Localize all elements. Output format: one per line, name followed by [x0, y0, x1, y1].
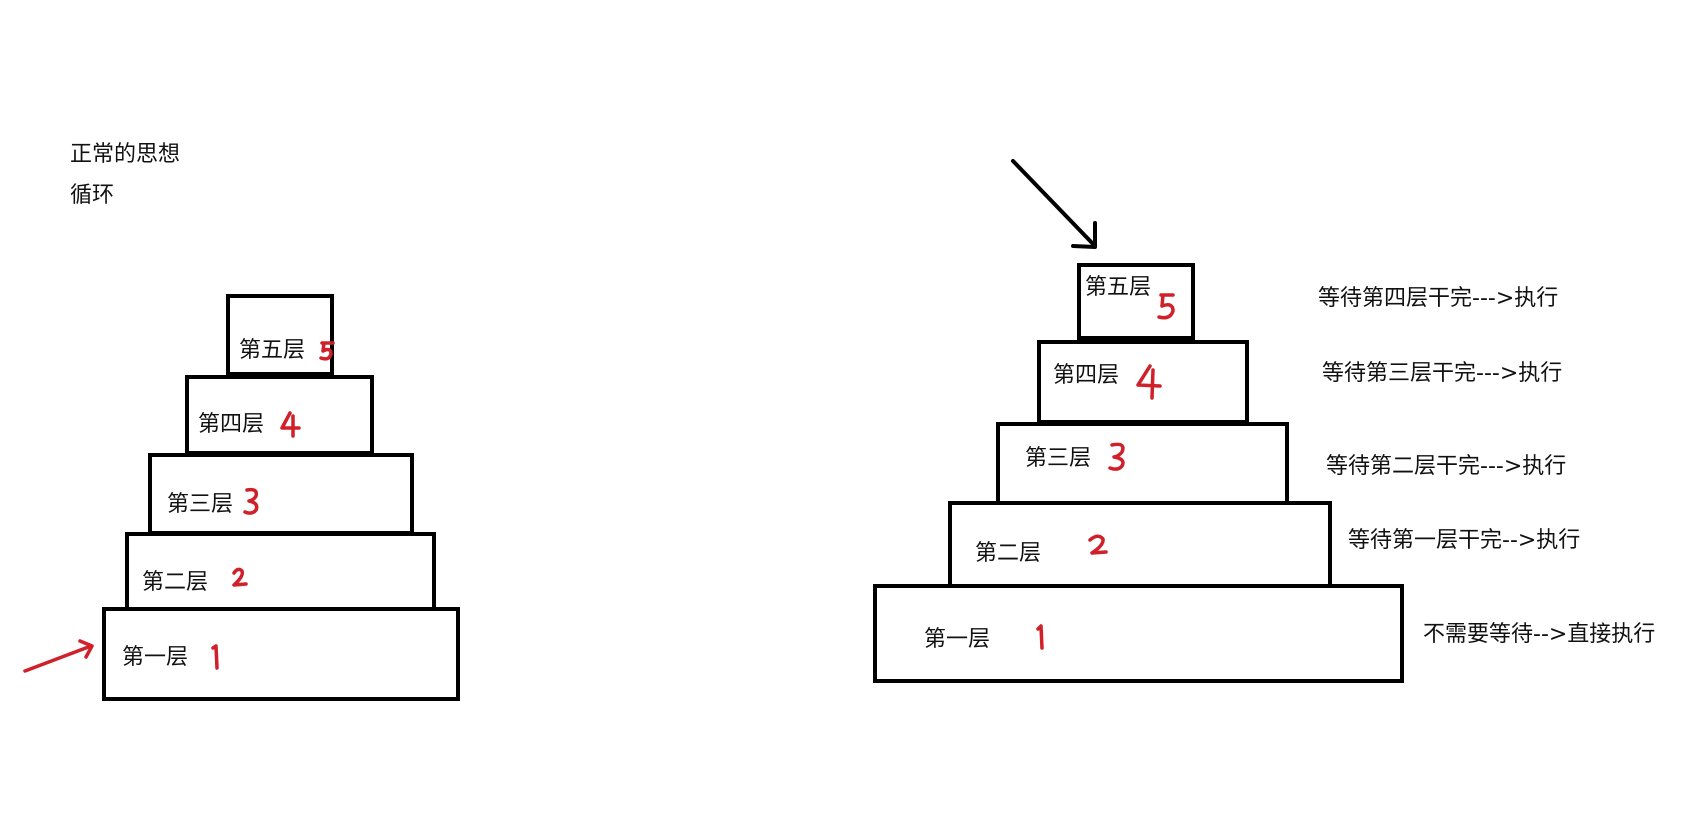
- left-layer-3-number-glyph: [243, 487, 259, 515]
- black-pointer-arrow-icon: [1011, 159, 1097, 249]
- left-layer-5: 第五层: [226, 294, 335, 376]
- right-layer-2: 第二层 等待第一层干完-->执行: [948, 501, 1580, 588]
- left-layer-3-label: 第三层: [167, 492, 233, 517]
- right-layer-4-box: [1037, 340, 1249, 424]
- left-layer-5-label: 第五层: [239, 338, 305, 363]
- right-layer-1-box: [873, 584, 1404, 683]
- left-layer-1-box: [102, 607, 460, 701]
- right-layer-1-note: 不需要等待-->直接执行: [1423, 622, 1655, 647]
- left-layer-2-number-glyph: [232, 567, 248, 587]
- left-layer-2: 第二层: [125, 532, 436, 611]
- right-layer-4-number-glyph: [1136, 364, 1162, 400]
- right-layer-3-number-glyph: [1108, 442, 1125, 471]
- left-layer-4-number-glyph: [280, 411, 301, 438]
- right-layer-2-box: [948, 501, 1332, 588]
- right-layer-5: 第五层 等待第四层干完--->执行: [1077, 263, 1558, 340]
- right-layer-4-label: 第四层: [1053, 363, 1119, 388]
- left-layer-3: 第三层: [148, 453, 414, 535]
- right-pyramid: 第五层 等待第四层干完--->执行 第四层 等待第三层干完--->执行 第三层 …: [873, 159, 1655, 683]
- right-layer-4: 第四层 等待第三层干完--->执行: [1037, 340, 1562, 424]
- right-layer-2-number-glyph: [1088, 534, 1108, 555]
- red-pointer-arrow-icon: [23, 639, 94, 673]
- left-layer-4-label: 第四层: [198, 412, 264, 437]
- left-note-line2: 循环: [70, 183, 114, 208]
- left-layer-1-label: 第一层: [122, 645, 188, 670]
- right-layer-5-number-glyph: [1157, 293, 1175, 320]
- left-layer-3-box: [148, 453, 414, 535]
- right-layer-5-box: [1077, 263, 1195, 340]
- right-layer-2-note: 等待第一层干完-->执行: [1348, 528, 1580, 553]
- left-layer-4: 第四层: [185, 375, 374, 455]
- left-layer-1-number-glyph: [211, 644, 219, 670]
- right-layer-1-label: 第一层: [924, 627, 990, 652]
- right-layer-3: 第三层 等待第二层干完--->执行: [996, 422, 1566, 505]
- left-layer-5-box: [226, 294, 334, 376]
- right-layer-3-note: 等待第二层干完--->执行: [1326, 454, 1566, 479]
- left-layer-1: 第一层: [102, 607, 460, 701]
- left-layer-4-box: [185, 375, 374, 455]
- left-layer-5-number-glyph: [319, 341, 335, 361]
- left-layer-2-label: 第二层: [142, 570, 208, 595]
- right-layer-1: 第一层 不需要等待-->直接执行: [873, 584, 1655, 683]
- left-pyramid: 第五层 第四层 第三层 第二层 第一层: [23, 294, 460, 701]
- right-layer-1-number-glyph: [1036, 624, 1044, 650]
- right-layer-5-note: 等待第四层干完--->执行: [1318, 286, 1558, 311]
- right-layer-3-box: [996, 422, 1289, 505]
- left-layer-2-box: [125, 532, 436, 611]
- right-layer-3-label: 第三层: [1025, 446, 1091, 471]
- left-note-line1: 正常的思想: [70, 142, 180, 167]
- right-layer-2-label: 第二层: [975, 541, 1041, 566]
- right-layer-4-note: 等待第三层干完--->执行: [1322, 361, 1562, 386]
- right-layer-5-label: 第五层: [1085, 275, 1151, 300]
